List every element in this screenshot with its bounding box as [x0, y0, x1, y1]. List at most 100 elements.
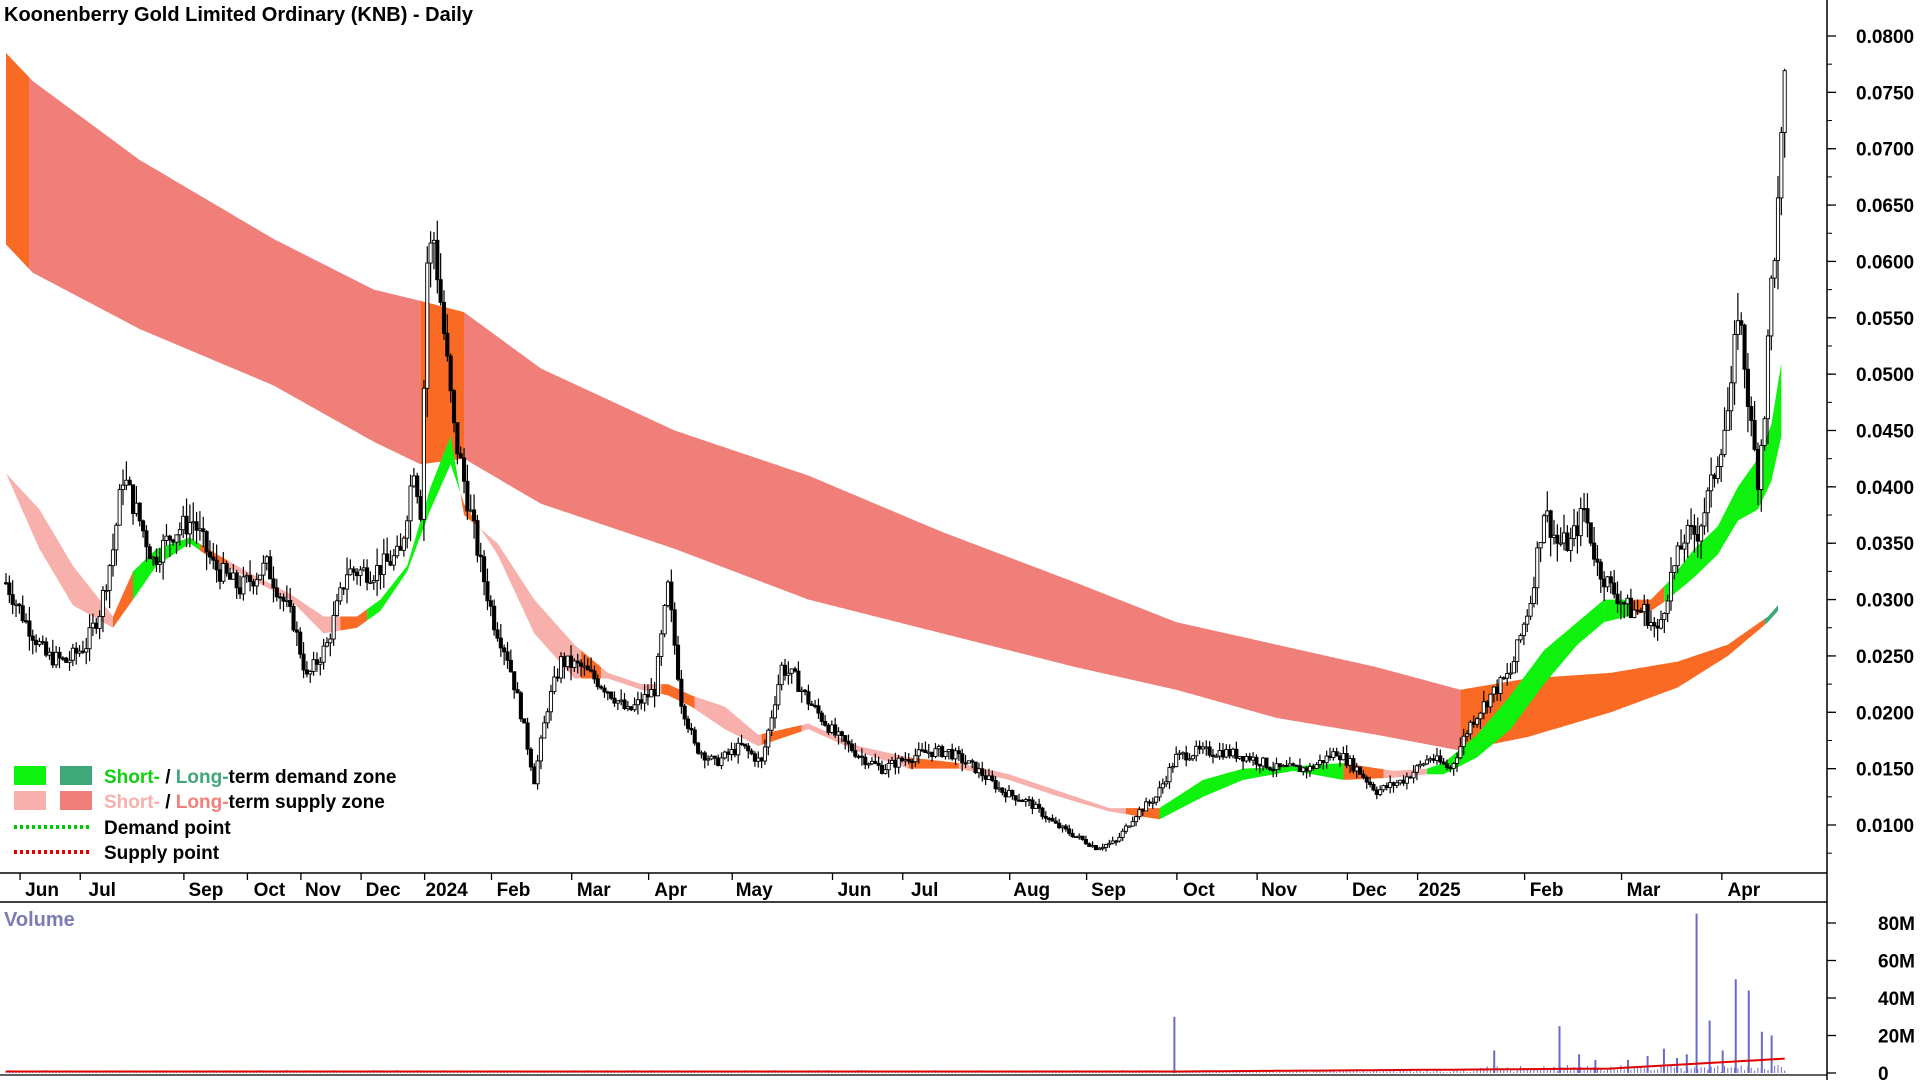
candle-body-320 [1073, 835, 1078, 839]
candle-body-357 [1197, 745, 1202, 750]
candle-body-170 [572, 660, 577, 668]
candle-body-436 [1461, 735, 1466, 748]
candle-body-223 [749, 750, 754, 755]
candle-body-294 [986, 775, 992, 780]
candle-body-443 [1485, 701, 1490, 708]
candle-body-63 [214, 559, 219, 571]
candle-body-398 [1334, 751, 1339, 757]
candle-body-281 [943, 751, 948, 757]
price-tick-label-11: 0.0650 [1856, 196, 1914, 217]
candle-body-191 [642, 694, 647, 704]
candle-body-394 [1321, 760, 1326, 764]
candle-body-113 [381, 553, 386, 576]
candle-body-492 [1648, 622, 1654, 627]
candle-body-447 [1498, 677, 1503, 695]
candle-body-90 [304, 669, 309, 675]
candle-body-256 [859, 755, 864, 758]
candle-body-334 [1120, 830, 1125, 838]
candle-body-130 [438, 279, 443, 303]
candle-body-381 [1277, 763, 1282, 768]
candle-body-397 [1331, 751, 1336, 758]
candle-body-168 [565, 655, 570, 668]
candle-body-526 [1762, 418, 1767, 446]
candle-body-500 [1675, 545, 1680, 567]
candle-body-301 [1010, 790, 1015, 797]
candle-body-387 [1297, 765, 1302, 772]
candle-body-207 [696, 742, 701, 754]
candle-body-264 [886, 762, 891, 771]
candle-body-32 [110, 549, 116, 567]
candle-body-493 [1652, 622, 1657, 627]
candle-body-354 [1187, 758, 1192, 761]
candle-body-393 [1317, 760, 1323, 765]
candle-body-480 [1608, 576, 1613, 584]
candle-body-4 [17, 603, 22, 607]
candle-body-65 [221, 563, 226, 582]
time-tick-label-6: 2024 [425, 880, 468, 901]
candle-body-252 [846, 740, 851, 745]
short-zone-segment-14 [661, 684, 695, 709]
candle-body-337 [1130, 821, 1135, 827]
candle-body-183 [615, 700, 620, 704]
candle-body-185 [622, 699, 627, 709]
candle-body-416 [1394, 782, 1399, 786]
time-tick-label-2: Sep [188, 880, 223, 901]
candle-body-459 [1538, 542, 1543, 549]
candle-body-464 [1555, 534, 1560, 544]
candle-body-317 [1063, 825, 1068, 830]
legend-part-short: Short- [104, 792, 160, 813]
candle-body-25 [87, 627, 92, 650]
candle-body-243 [816, 705, 821, 714]
candle-body-355 [1190, 755, 1195, 760]
candle-body-291 [976, 768, 981, 774]
candle-body-173 [582, 665, 587, 668]
candle-body-135 [455, 422, 460, 455]
candle-body-471 [1578, 508, 1583, 537]
candle-body-478 [1602, 578, 1607, 588]
candle-body-269 [903, 759, 908, 762]
short-zone-segment-7 [367, 574, 401, 621]
candle-body-479 [1605, 576, 1610, 588]
candle-body-329 [1103, 844, 1109, 848]
candle-body-163 [548, 691, 554, 713]
candle-body-129 [435, 239, 440, 281]
candle-body-52 [177, 529, 182, 536]
candle-body-233 [782, 664, 788, 676]
candle-body-217 [729, 749, 734, 755]
candle-body-225 [756, 757, 761, 762]
candle-body-34 [117, 489, 122, 526]
candle-body-146 [492, 605, 497, 631]
candle-body-98 [331, 614, 336, 640]
legend-part-short: Short- [104, 767, 160, 788]
candle-body-474 [1588, 522, 1593, 544]
price-tick-label-2: 0.0200 [1856, 703, 1914, 724]
candle-body-35 [120, 484, 126, 491]
candle-body-309 [1037, 803, 1042, 809]
time-tick-label-8: Mar [577, 880, 611, 901]
candle-body-403 [1351, 758, 1356, 772]
price-tick-label-3: 0.0250 [1856, 647, 1914, 668]
long-zone-segment-1 [29, 77, 421, 465]
candle-body-300 [1006, 790, 1012, 798]
candle-body-369 [1237, 756, 1242, 759]
candle-body-218 [732, 749, 737, 756]
candle-body-389 [1304, 767, 1309, 772]
candle-body-359 [1204, 746, 1209, 749]
candle-body-254 [853, 750, 858, 757]
candle-body-179 [602, 687, 607, 693]
candle-body-100 [338, 587, 343, 602]
candle-body-305 [1023, 799, 1028, 802]
candle-body-454 [1521, 623, 1526, 637]
candle-body-395 [1324, 755, 1329, 764]
candle-body-483 [1618, 602, 1623, 605]
volume-tick-label-1: 20M [1878, 1027, 1915, 1048]
candle-body-73 [248, 575, 253, 583]
candle-body-196 [659, 633, 664, 657]
candle-body-489 [1638, 610, 1643, 613]
candle-body-190 [639, 699, 644, 704]
candle-body-453 [1518, 635, 1523, 641]
short-zone-segment-6 [340, 609, 368, 631]
candle-body-140 [472, 509, 477, 522]
candle-body-176 [592, 670, 597, 680]
candle-body-285 [956, 750, 961, 755]
